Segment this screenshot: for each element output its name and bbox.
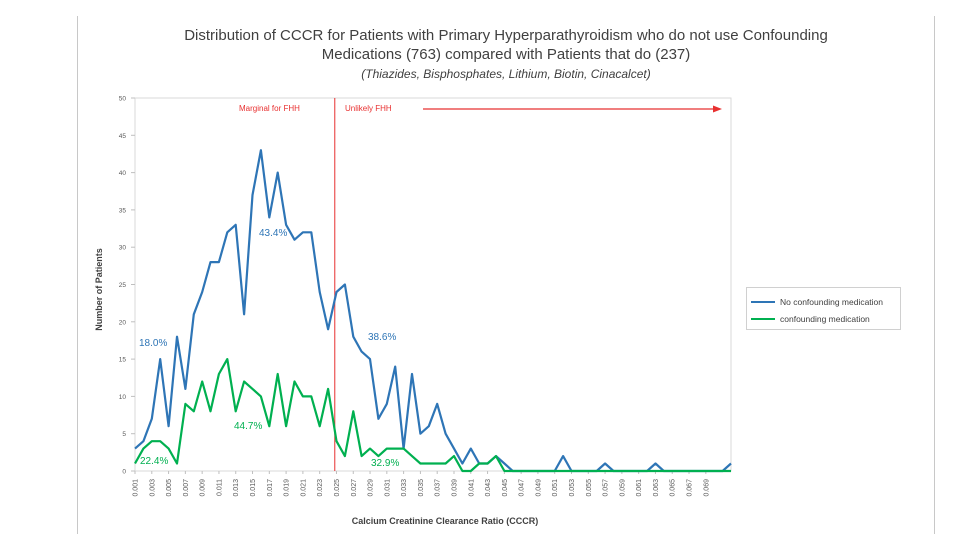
x-tick-label: 0.005	[166, 479, 173, 497]
annotation-blue-38-6: 38.6%	[368, 332, 396, 343]
y-tick-label: 15	[119, 357, 127, 364]
x-tick-label: 0.061	[636, 479, 643, 497]
x-tick-label: 0.033	[401, 479, 408, 497]
x-tick-label: 0.057	[603, 479, 610, 497]
x-tick-label: 0.055	[586, 479, 593, 497]
chart-title-line-1: Distribution of CCCR for Patients with P…	[184, 27, 828, 44]
x-axis-label: Calcium Creatinine Clearance Ratio (CCCR…	[352, 516, 539, 526]
annotation-unlikely-fhh: Unlikely FHH	[345, 104, 392, 113]
x-tick-label: 0.045	[502, 479, 509, 497]
x-tick-label: 0.011	[216, 479, 223, 496]
y-tick-label: 50	[119, 96, 127, 103]
annotation-green-32-9: 32.9%	[371, 458, 399, 469]
x-tick-label: 0.051	[552, 479, 559, 497]
x-tick-label: 0.067	[687, 479, 694, 497]
x-tick-label: 0.063	[653, 479, 660, 497]
annotation-green-44-7: 44.7%	[234, 421, 262, 432]
x-tick-label: 0.069	[703, 479, 710, 497]
legend-item-no-confounding: No confounding medication	[747, 293, 900, 310]
annotation-blue-18-0: 18.0%	[139, 338, 167, 349]
x-tick-label: 0.001	[133, 479, 140, 497]
y-tick-label: 5	[122, 431, 126, 438]
annotation-blue-43-4: 43.4%	[259, 228, 287, 239]
x-tick-label: 0.021	[300, 479, 307, 497]
chart-plot: 0 5 10 15 20 25 30 35 40 45 50 0.001 0.003 0.005 0.007…	[94, 96, 732, 526]
y-tick-label: 0	[122, 469, 126, 476]
x-tick-label: 0.049	[535, 479, 542, 497]
y-tick-label: 40	[119, 170, 127, 177]
x-tick-label: 0.039	[451, 479, 458, 497]
legend: No confounding medication confounding me…	[746, 287, 901, 330]
x-tick-label: 0.027	[351, 479, 358, 497]
legend-label-confounding: confounding medication	[780, 313, 870, 324]
x-tick-label: 0.009	[200, 479, 207, 497]
y-tick-label: 30	[119, 245, 127, 252]
annotation-green-22-4: 22.4%	[140, 456, 168, 467]
x-tick-label: 0.043	[485, 479, 492, 497]
unlikely-fhh-arrow-head	[713, 105, 722, 113]
y-axis-label: Number of Patients	[94, 248, 104, 331]
x-tick-label: 0.025	[334, 479, 341, 497]
legend-swatch-green	[751, 317, 775, 320]
x-tick-label: 0.059	[619, 479, 626, 497]
series-line-confounding	[134, 358, 731, 473]
x-tick-label: 0.015	[250, 479, 257, 497]
chart-subtitle: (Thiazides, Bisphosphates, Lithium, Biot…	[361, 67, 651, 81]
x-tick-label: 0.013	[233, 479, 240, 497]
x-tick-label: 0.023	[317, 479, 324, 497]
y-tick-label: 25	[119, 282, 127, 289]
y-tick-label: 45	[119, 133, 127, 140]
x-tick-label: 0.031	[384, 479, 391, 497]
y-tick-label: 10	[119, 394, 127, 401]
annotation-marginal-fhh: Marginal for FHH	[239, 104, 300, 113]
x-tick-label: 0.037	[435, 479, 442, 497]
x-tick-label: 0.003	[149, 479, 156, 497]
legend-label-no-confounding: No confounding medication	[780, 296, 884, 307]
x-tick-label: 0.029	[368, 479, 375, 497]
legend-item-confounding: confounding medication	[747, 310, 900, 327]
x-tick-label: 0.017	[267, 479, 274, 497]
x-tick-label: 0.065	[670, 479, 677, 497]
x-tick-label: 0.053	[569, 479, 576, 497]
x-tick-label: 0.019	[284, 479, 291, 497]
legend-swatch-blue	[751, 300, 775, 303]
chart-frame: Distribution of CCCR for Patients with P…	[77, 16, 935, 534]
x-tick-label: 0.041	[468, 479, 475, 497]
x-tick-label: 0.047	[519, 479, 526, 497]
y-tick-label: 35	[119, 207, 127, 214]
chart-title-line-2: Medications (763) compared with Patients…	[321, 46, 691, 63]
y-tick-label: 20	[119, 319, 127, 326]
x-tick-label: 0.035	[418, 479, 425, 497]
series-line-no-confounding	[134, 149, 732, 473]
x-tick-label: 0.007	[183, 479, 190, 497]
